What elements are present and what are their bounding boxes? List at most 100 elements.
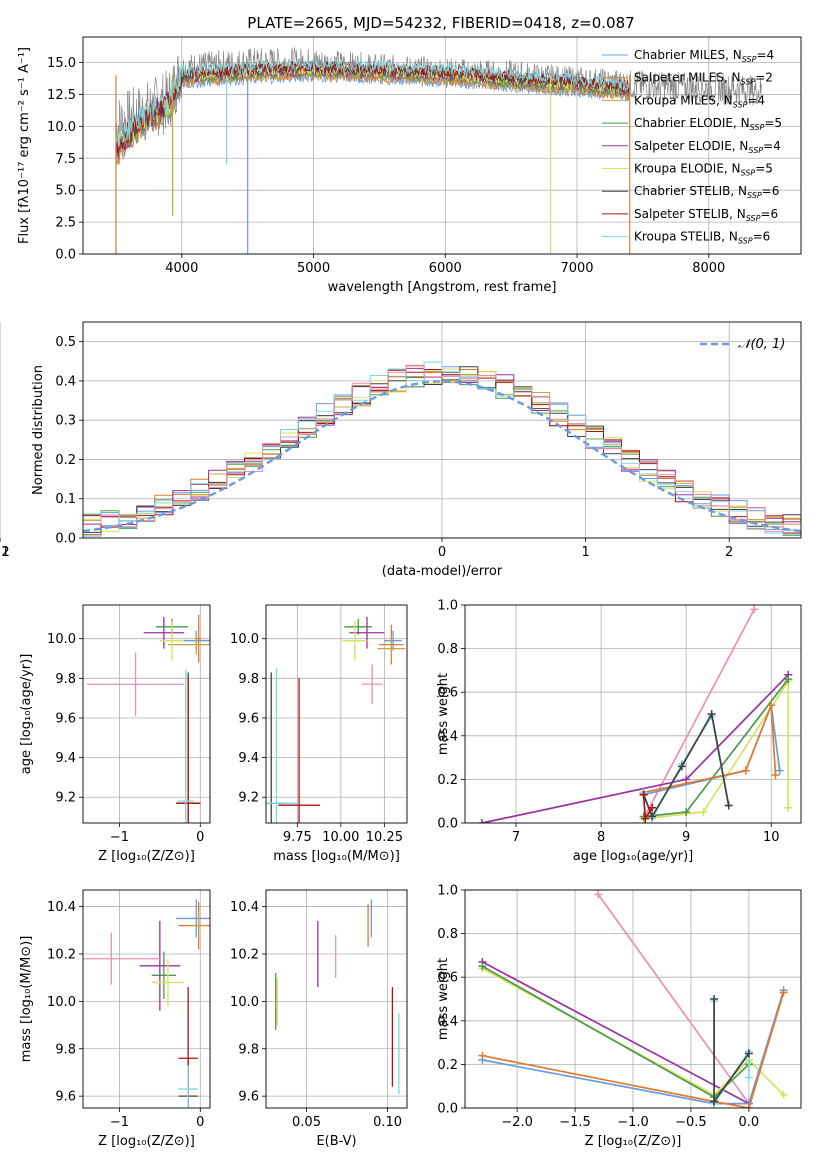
x-tick-label: 8	[597, 830, 605, 845]
legend-subscript: SSP	[748, 146, 763, 155]
data-marker-salpeter_miles	[478, 1051, 487, 1060]
y-tick-label: 0.0	[437, 817, 458, 832]
x-tick-label: 0	[196, 830, 204, 845]
x-tick-label: −0.5	[675, 1115, 707, 1130]
data-marker-chabrier_elodie	[784, 675, 793, 684]
y-tick-label: 9.4	[238, 751, 259, 766]
data-marker-pink	[750, 605, 759, 614]
legend-text: Salpeter STELIB, N	[634, 207, 746, 221]
series-line-pink	[642, 609, 755, 819]
series-line-chabrier_miles	[482, 990, 785, 1105]
legend-entry: Kroupa STELIB, NSSP=6	[634, 230, 770, 246]
x-axis-label: E(B-V)	[316, 1134, 356, 1149]
data-marker-salpeter_elodie	[682, 775, 691, 784]
spectrum-plot: 4000 5000 6000 7000 8000 0.0 2.5 5.0 7.5 10.0 12.5…	[17, 36, 802, 295]
y-tick-label: 9.6	[238, 711, 259, 726]
legend-text: =4	[763, 139, 781, 153]
data-marker-pink	[594, 890, 603, 899]
data-marker-chabrier_stelib	[707, 710, 716, 718]
legend-entry: Chabrier STELIB, NSSP=6	[634, 184, 779, 200]
x-axis-label: Z [log₁₀(Z/Z⊙)]	[98, 1134, 195, 1149]
y-tick-label: 0.6	[437, 686, 458, 701]
legend-entry: Salpeter STELIB, NSSP=6	[634, 207, 778, 223]
legend-text: =5	[755, 162, 773, 176]
plot-area	[478, 605, 793, 823]
plot-area	[83, 361, 801, 537]
y-tick-label: 5.0	[55, 184, 76, 199]
axes-frame	[265, 889, 408, 1109]
x-tick-label: 0.05	[292, 1115, 321, 1130]
axes-frame	[464, 604, 802, 824]
age-vs-metallicity-plot: −1 0 9.2 9.4 9.6 9.8 10.0 Z [log₁₀(Z/Z⊙)] age [l…	[19, 604, 211, 864]
grid-lines	[83, 605, 210, 823]
y-axis-label: mass weight	[436, 958, 451, 1040]
data-marker-chabrier_stelib	[724, 801, 733, 810]
legend-text: Salpeter ELODIE, N	[634, 139, 748, 153]
data-marker-kroupa_elodie	[699, 808, 708, 817]
series-line-chabrier_stelib	[713, 999, 750, 1105]
y-tick-label: 10.4	[230, 900, 259, 915]
histogram-salpeter_stelib	[83, 369, 801, 534]
data-marker-salpeter_miles	[767, 701, 776, 710]
x-axis-label: (data-model)/error	[382, 564, 503, 579]
legend-text: Kroupa STELIB, N	[634, 230, 738, 244]
y-tick-label: 0.8	[437, 927, 458, 942]
x-axis-label: wavelength [Angstrom, rest frame]	[328, 280, 557, 295]
axes-frame	[464, 889, 802, 1109]
legend-text: =2	[755, 71, 773, 85]
series-line-chabrier_elodie	[481, 965, 750, 1099]
x-tick-label: −2	[0, 545, 10, 560]
series-line-salpeter_elodie	[481, 674, 789, 823]
y-tick-label: 0.1	[55, 492, 76, 507]
y-tick-label: 9.2	[55, 791, 76, 806]
legend-text: Chabrier ELODIE, N	[634, 116, 750, 130]
x-axis-label: mass [log₁₀(M/M⊙)]	[273, 849, 400, 864]
y-tick-label: 10.0	[47, 120, 76, 135]
plot-area	[478, 890, 788, 1108]
legend-text: Chabrier STELIB, N	[634, 184, 747, 198]
x-tick-label: 6000	[429, 261, 462, 276]
data-marker-salpeter_miles	[741, 766, 750, 775]
mass-weight-vs-metallicity-plot: −2.0 −1.5 −1.0 −0.5 0.0 0.0 0.2 0.4 0.6 0.8 1.0 Z […	[436, 884, 802, 1149]
mass-weight-vs-age-plot: 7 8 9 10 0.0 0.2 0.4 0.6 0.8 1.0 age [log₁₀(age/yr…	[436, 599, 802, 864]
legend-text: =4	[756, 48, 774, 62]
legend-text: Chabrier MILES, N	[634, 48, 742, 62]
x-tick-label: 7000	[560, 261, 593, 276]
y-tick-label: 10.2	[47, 947, 76, 962]
legend-text: Kroupa ELODIE, N	[634, 162, 741, 176]
y-tick-label: 0.2	[55, 453, 76, 468]
y-axis-label: age [log₁₀(age/yr)]	[19, 654, 34, 775]
normal-distribution-curve	[83, 380, 801, 533]
y-tick-label: 10.4	[47, 900, 76, 915]
histogram-pink	[83, 365, 801, 532]
plot-area	[87, 614, 210, 823]
axes-frame	[82, 36, 802, 255]
y-tick-label: 0.8	[437, 642, 458, 657]
y-tick-label: 9.6	[238, 1090, 259, 1105]
x-tick-label: 9	[682, 830, 690, 845]
x-tick-label: 5000	[297, 261, 330, 276]
data-marker-chabrier_stelib	[744, 1049, 753, 1058]
data-marker-chabrier_miles	[775, 766, 784, 775]
series-line-salpeter_miles	[482, 992, 785, 1108]
axes-frame	[82, 889, 211, 1109]
grid-lines	[266, 605, 407, 823]
data-marker-chabrier_stelib	[648, 812, 657, 821]
legend-subscript: SSP	[741, 169, 756, 178]
data-marker-salpeter_miles	[779, 988, 788, 997]
y-tick-label: 1.0	[437, 599, 458, 614]
grid-lines	[83, 890, 210, 1108]
y-tick-label: 0.4	[437, 729, 458, 744]
legend-subscript: SSP	[741, 78, 756, 87]
y-tick-label: 2.5	[55, 216, 76, 231]
y-tick-label: 10.0	[230, 995, 259, 1010]
y-tick-label: 9.4	[55, 751, 76, 766]
y-tick-label: 0.4	[437, 1014, 458, 1029]
data-marker-kroupa_stelib	[744, 1073, 753, 1082]
x-tick-label: 7	[512, 830, 520, 845]
x-tick-label: 10.00	[322, 830, 359, 845]
spectrum-title: PLATE=2665, MJD=54232, FIBERID=0418, z=0…	[247, 14, 634, 32]
data-marker-salpeter_stelib	[648, 803, 657, 812]
y-axis-label: Flux [fλ10⁻¹⁷ erg cm⁻² s⁻¹ A⁻¹]	[17, 47, 32, 244]
